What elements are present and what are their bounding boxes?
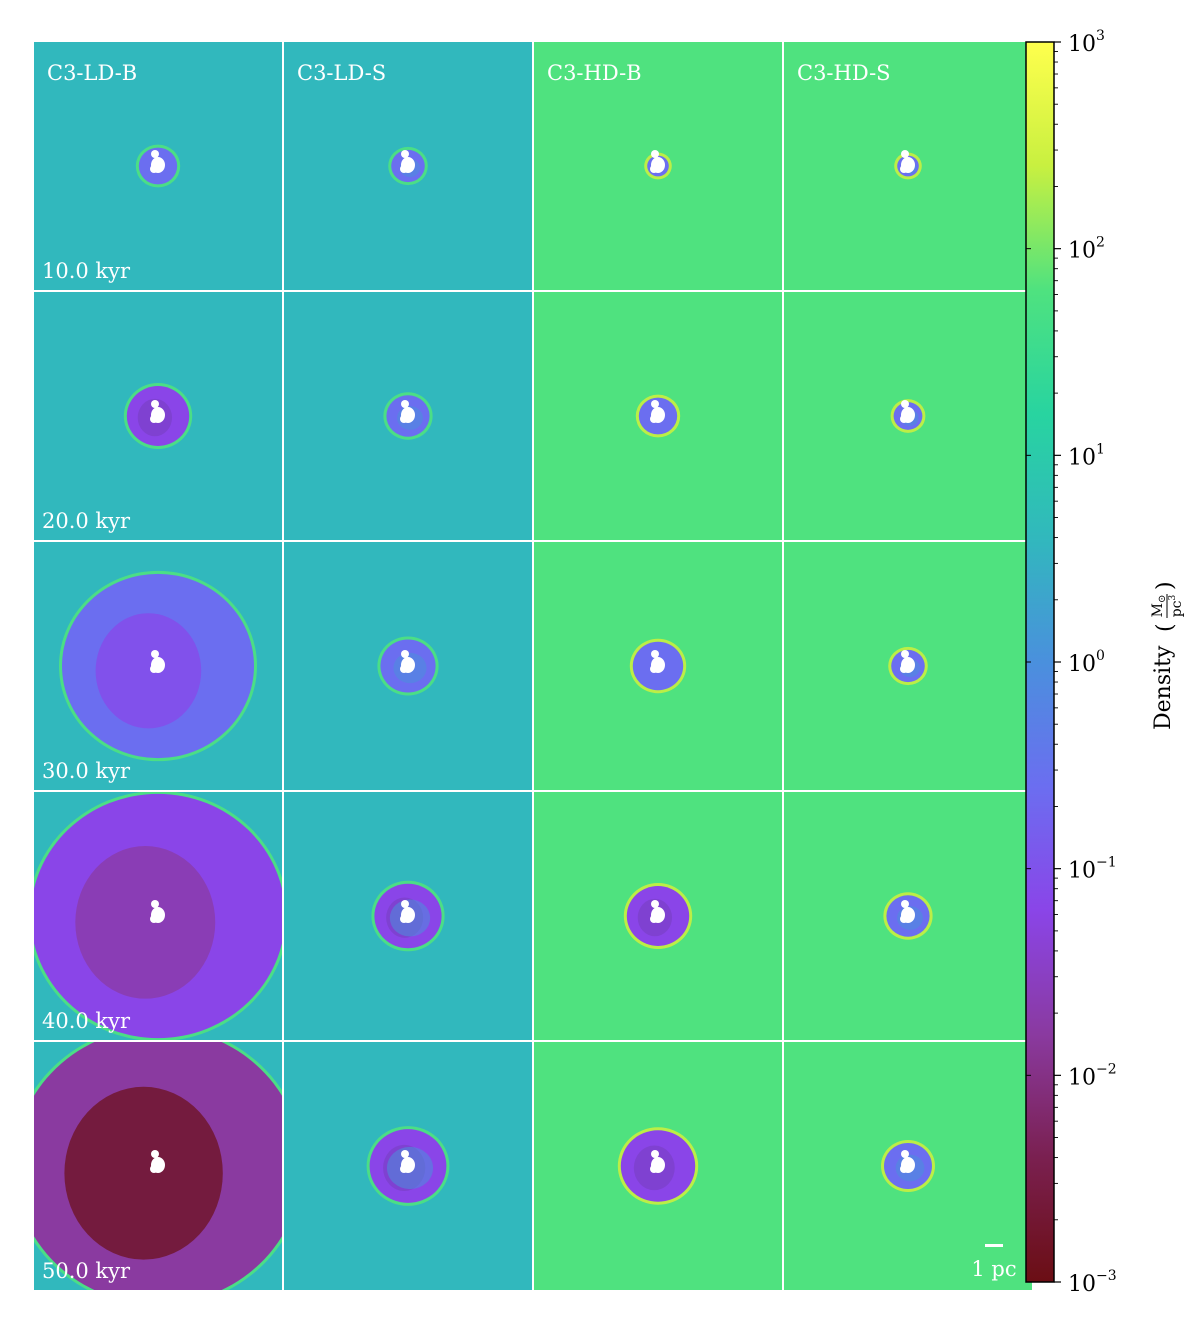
panel-c3-hd-s-t1	[784, 292, 1032, 540]
panel-c3-ld-b-t0: C3-LD-B 10.0 kyr	[34, 42, 282, 290]
stellar-cluster	[400, 150, 415, 173]
grid-separator-v	[532, 42, 534, 1290]
panel-c3-hd-s-t0: C3-HD-S	[784, 42, 1032, 290]
stellar-cluster	[400, 650, 415, 673]
stellar-cluster	[400, 1150, 415, 1173]
column-title: C3-LD-B	[47, 61, 137, 85]
panel-c3-ld-b-t1: 20.0 kyr	[34, 292, 282, 540]
stellar-cluster	[900, 650, 915, 673]
bubble-core-region	[75, 846, 216, 999]
stellar-cluster	[900, 900, 915, 923]
colorbar-label: Density ( M⊙pc3)	[1150, 581, 1185, 730]
unit-numerator: M⊙	[1150, 595, 1168, 618]
panel-grid: C3-LD-B 10.0 kyr C3-LD-S C3-HD-B C3-HD-S 20.0…	[34, 42, 1032, 1290]
scale-bar	[985, 1244, 1003, 1247]
panel-c3-hd-s-t4: 1 pc	[784, 1042, 1032, 1290]
stellar-cluster	[150, 150, 165, 173]
column-title: C3-HD-S	[797, 61, 891, 85]
panel-c3-ld-s-t4	[284, 1042, 532, 1290]
grid-separator-v	[782, 42, 784, 1290]
stellar-cluster	[150, 650, 165, 673]
colorbar-tick-label: 103	[1068, 28, 1105, 57]
time-label: 50.0 kyr	[42, 1259, 131, 1283]
unit-open-paren: (	[1153, 623, 1178, 632]
stellar-cluster	[650, 150, 665, 173]
panel-c3-hd-s-t2	[784, 542, 1032, 790]
panel-c3-hd-b-t1	[534, 292, 782, 540]
grid-separator-v	[282, 42, 284, 1290]
colorbar-tick-label: 101	[1068, 441, 1105, 470]
stellar-cluster	[650, 400, 665, 423]
stellar-cluster	[650, 650, 665, 673]
grid-separator-h	[34, 1040, 1032, 1042]
time-label: 30.0 kyr	[42, 759, 131, 783]
scale-bar-label: 1 pc	[971, 1257, 1016, 1281]
stellar-cluster	[150, 1150, 165, 1173]
column-title: C3-HD-B	[547, 61, 642, 85]
panel-c3-ld-b-t2: 30.0 kyr	[34, 542, 282, 790]
column-title: C3-LD-S	[297, 61, 386, 85]
panel-c3-ld-s-t1	[284, 292, 532, 540]
panel-c3-hd-b-t2	[534, 542, 782, 790]
stellar-cluster	[650, 1150, 665, 1173]
panel-c3-hd-b-t0: C3-HD-B	[534, 42, 782, 290]
stellar-cluster	[150, 400, 165, 423]
bubble-core-region	[95, 613, 202, 729]
colorbar-tick-label: 10−2	[1068, 1061, 1117, 1090]
stellar-cluster	[400, 900, 415, 923]
colorbar-tick-label: 10−1	[1068, 855, 1117, 884]
stellar-cluster	[900, 1150, 915, 1173]
grid-separator-h	[34, 540, 1032, 542]
stellar-cluster	[650, 900, 665, 923]
colorbar: 103 102 101 100 10−1 10−2 10−3 Density ( M⊙pc3)	[1025, 28, 1185, 1297]
panel-c3-ld-s-t0: C3-LD-S	[284, 42, 532, 290]
panel-c3-hd-s-t3	[784, 792, 1032, 1040]
panel-c3-ld-s-t2	[284, 542, 532, 790]
panel-c3-ld-b-t4: 50.0 kyr	[34, 1042, 282, 1290]
panel-c3-ld-b-t3: 40.0 kyr	[34, 792, 282, 1040]
panel-c3-hd-b-t3	[534, 792, 782, 1040]
colorbar-tick-label: 10−3	[1068, 1268, 1117, 1297]
stellar-cluster	[900, 150, 915, 173]
colorbar-label-text: Density	[1151, 645, 1176, 730]
stellar-cluster	[400, 400, 415, 423]
colorbar-tick-label: 100	[1068, 648, 1105, 677]
unit-denominator: pc3	[1168, 594, 1185, 617]
time-label: 20.0 kyr	[42, 509, 131, 533]
grid-separator-h	[34, 290, 1032, 292]
unit-close-paren: )	[1153, 581, 1178, 590]
time-label: 40.0 kyr	[42, 1009, 131, 1033]
time-label: 10.0 kyr	[42, 259, 131, 283]
colorbar-tick-label: 102	[1068, 235, 1105, 264]
panel-c3-hd-b-t4	[534, 1042, 782, 1290]
grid-separator-h	[34, 790, 1032, 792]
stellar-cluster	[900, 400, 915, 423]
bubble-core-region	[64, 1086, 223, 1260]
stellar-cluster	[150, 900, 165, 923]
panel-c3-ld-s-t3	[284, 792, 532, 1040]
